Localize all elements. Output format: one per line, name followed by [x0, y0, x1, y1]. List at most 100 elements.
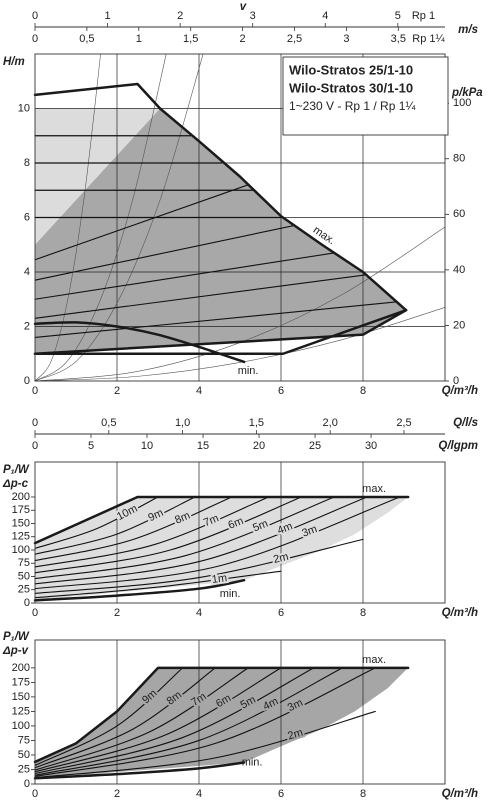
top-tick-label: 3,5 — [391, 33, 406, 45]
info-text: Wilo-Stratos 30/1-10 — [289, 80, 413, 95]
top-tick-label: 0,5 — [79, 33, 94, 45]
top-tick-label: 0 — [32, 10, 38, 22]
y2-axis-title: p/kPa — [451, 87, 483, 99]
curve — [34, 496, 159, 549]
curve — [34, 496, 401, 590]
curve-label: min. — [242, 756, 263, 768]
top-tick-label: 15 — [197, 440, 209, 452]
y-tick-label: 150 — [12, 517, 30, 529]
top-axis-title: Q/lgpm — [438, 440, 478, 452]
curve — [34, 274, 368, 319]
curve — [33, 578, 246, 602]
curve — [33, 761, 246, 780]
top-tick-label: 1 — [136, 33, 142, 45]
x-tick-label: 8 — [360, 607, 366, 619]
top-tick-label: 1,5 — [249, 417, 264, 429]
curve — [34, 667, 216, 769]
curve-label: max. — [362, 654, 386, 666]
y-tick-label: 25 — [18, 763, 30, 775]
y-tick-label: 0 — [24, 778, 30, 790]
curve — [34, 184, 249, 261]
curve — [33, 82, 408, 312]
y-tick-label: 0 — [24, 375, 30, 387]
curve-label: max. — [362, 483, 386, 495]
x-tick-label: 2 — [114, 385, 120, 397]
curve — [34, 496, 233, 562]
top-tick-label: 3 — [250, 10, 256, 22]
top-axis-name: Rp 1 — [412, 10, 435, 22]
curve — [34, 710, 376, 779]
top-tick-label: 4 — [322, 10, 328, 22]
info-text: 1~230 V - Rp 1 / Rp 1¼ — [289, 99, 416, 113]
curve-label: 1m — [211, 572, 228, 586]
x-tick-label: 2 — [114, 788, 120, 800]
curve — [34, 538, 364, 595]
x-tick-label: 0 — [32, 385, 38, 397]
y-tick-label: 100 — [12, 544, 30, 556]
curve-label: min. — [220, 588, 241, 600]
curve — [34, 225, 294, 281]
y-tick-label: 10 — [18, 102, 30, 114]
top-tick-label: 0 — [32, 33, 38, 45]
y-tick-label: 125 — [12, 705, 30, 717]
curve — [34, 667, 249, 771]
top-tick-label: 5 — [395, 10, 401, 22]
top-axis-title: Q/l/s — [453, 417, 478, 429]
curve — [34, 496, 303, 574]
y-tick-label: 0 — [24, 597, 30, 609]
y-tick-label: 75 — [18, 734, 30, 746]
y2-tick-label: 0 — [453, 375, 459, 387]
top-tick-label: 2 — [177, 10, 183, 22]
plot-frame — [34, 461, 446, 604]
x-tick-label: 4 — [196, 788, 202, 800]
top-tick-label: 20 — [253, 440, 265, 452]
y-axis-title: P₁/W — [3, 631, 30, 643]
top-tick-label: 2 — [240, 33, 246, 45]
curve — [34, 496, 335, 580]
y2-tick-label: 40 — [453, 264, 465, 276]
top-tick-label: 3 — [343, 33, 349, 45]
top-tick-label: 2,5 — [287, 33, 302, 45]
top-tick-label: 0 — [32, 440, 38, 452]
x-tick-label: 4 — [196, 385, 202, 397]
top-axis-name: Rp 1¼ — [412, 33, 445, 45]
x-tick-label: 2 — [114, 607, 120, 619]
top-tick-label: 0,5 — [101, 417, 116, 429]
x-axis-title: Q/m³/h — [442, 607, 478, 619]
y-tick-label: 2 — [24, 320, 30, 332]
x-tick-label: 8 — [360, 788, 366, 800]
y2-tick-label: 20 — [453, 319, 465, 331]
curve — [33, 321, 246, 364]
y-tick-label: 125 — [12, 531, 30, 543]
top-tick-label: 0 — [32, 417, 38, 429]
top-tick-label: 30 — [365, 440, 377, 452]
y-axis-subtitle: Δp-c — [2, 478, 29, 490]
curve — [34, 667, 376, 778]
x-tick-label: 8 — [360, 385, 366, 397]
curve — [34, 252, 335, 300]
curve — [34, 496, 270, 568]
top-tick-label: 25 — [309, 440, 321, 452]
curve-label: 2m — [272, 551, 290, 566]
area — [35, 496, 409, 601]
curve — [33, 308, 408, 355]
curve — [33, 495, 410, 545]
info-box — [282, 56, 449, 136]
x-tick-label: 0 — [32, 607, 38, 619]
y-tick-label: 25 — [18, 584, 30, 596]
curve — [34, 570, 282, 599]
curve — [34, 301, 397, 338]
y-tick-label: 75 — [18, 557, 30, 569]
curve — [33, 308, 408, 355]
y2-tick-label: 60 — [453, 208, 465, 220]
curve — [34, 667, 184, 766]
x-axis-title: Q/m³/h — [442, 385, 478, 397]
y-tick-label: 150 — [12, 691, 30, 703]
top-tick-label: 1 — [105, 10, 111, 22]
curve — [34, 667, 344, 776]
y2-tick-label: 80 — [453, 153, 465, 165]
curve — [34, 53, 101, 382]
y-tick-label: 175 — [12, 676, 30, 688]
y-tick-label: 6 — [24, 211, 30, 223]
top-axis-symbol: v — [240, 1, 247, 13]
